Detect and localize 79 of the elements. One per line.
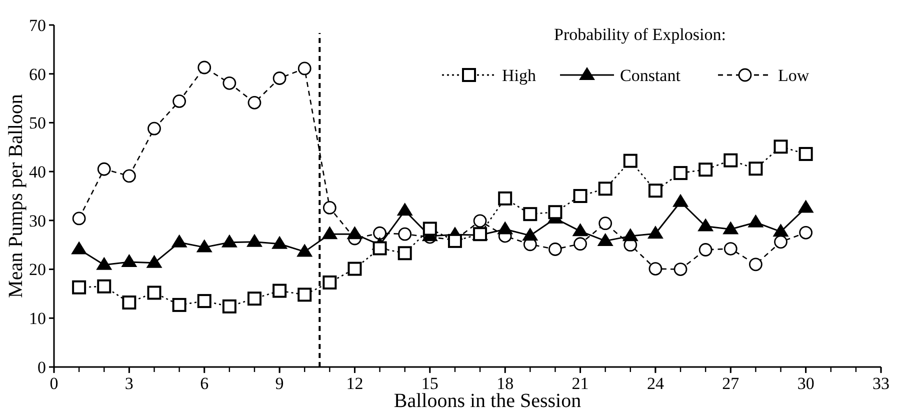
- point: [122, 296, 136, 310]
- point: [798, 146, 813, 161]
- point: [748, 214, 764, 228]
- x-tick-label: 12: [346, 374, 364, 393]
- point: [172, 298, 186, 312]
- point: [548, 205, 562, 220]
- x-tick-label: 15: [421, 374, 438, 393]
- point: [96, 256, 112, 270]
- point: [724, 153, 738, 168]
- y-tick-label: 60: [29, 64, 46, 84]
- point: [497, 221, 514, 234]
- point: [97, 279, 112, 294]
- y-tick-label: 30: [29, 211, 46, 230]
- x-tick-label: 33: [872, 374, 890, 393]
- point: [772, 224, 789, 237]
- x-tick-label: 6: [200, 374, 209, 393]
- legend-label: Constant: [620, 66, 681, 85]
- legend-title: Probability of Explosion:: [554, 25, 726, 44]
- x-tick-label: 30: [797, 374, 814, 393]
- y-tick-label: 50: [29, 114, 46, 133]
- point: [272, 236, 288, 249]
- y-tick-label: 20: [29, 260, 46, 280]
- point: [197, 294, 212, 308]
- point: [247, 292, 262, 306]
- point: [597, 232, 614, 246]
- x-tick-label: 24: [646, 374, 664, 393]
- point: [622, 228, 638, 242]
- point: [396, 202, 413, 216]
- y-tick-label: 70: [29, 16, 46, 35]
- point: [748, 162, 763, 176]
- legend-label: Low: [778, 66, 810, 85]
- point: [498, 191, 512, 206]
- point: [523, 207, 538, 222]
- point: [598, 182, 612, 196]
- point: [147, 286, 162, 300]
- x-tick-label: 0: [50, 374, 58, 393]
- point: [71, 241, 88, 254]
- point: [72, 280, 86, 294]
- point: [647, 226, 664, 239]
- x-tick-label: 3: [124, 374, 134, 393]
- point: [398, 246, 412, 260]
- point: [572, 223, 588, 236]
- point: [296, 244, 313, 257]
- point: [171, 234, 188, 248]
- y-axis-title: Mean Pumps per Balloon: [5, 94, 27, 298]
- point: [222, 299, 236, 314]
- point: [722, 221, 739, 234]
- point: [146, 254, 162, 268]
- point: [623, 154, 638, 168]
- point: [522, 228, 538, 241]
- y-tick-label: 10: [29, 309, 46, 328]
- point: [346, 226, 363, 240]
- point: [272, 284, 287, 298]
- point: [698, 162, 713, 177]
- point: [348, 262, 362, 276]
- point: [698, 218, 714, 232]
- x-tick-label: 21: [572, 374, 589, 393]
- x-tick-label: 18: [496, 374, 514, 393]
- point: [674, 166, 688, 180]
- y-tick-label: 40: [29, 162, 46, 182]
- point: [298, 288, 312, 302]
- point: [196, 239, 212, 252]
- x-tick-label: 9: [275, 374, 284, 393]
- point: [774, 140, 788, 154]
- point: [422, 222, 437, 236]
- point: [648, 184, 662, 198]
- point: [322, 275, 337, 290]
- point: [322, 226, 338, 240]
- point: [573, 189, 588, 203]
- point: [798, 200, 814, 213]
- point: [121, 254, 138, 267]
- x-axis-title: Balloons in the Session: [394, 390, 582, 409]
- y-tick-label: 0: [38, 358, 46, 377]
- legend-label: High: [502, 66, 536, 85]
- point: [372, 241, 387, 256]
- point: [221, 234, 238, 248]
- point: [246, 234, 262, 247]
- point: [672, 194, 689, 207]
- x-tick-label: 27: [722, 374, 740, 393]
